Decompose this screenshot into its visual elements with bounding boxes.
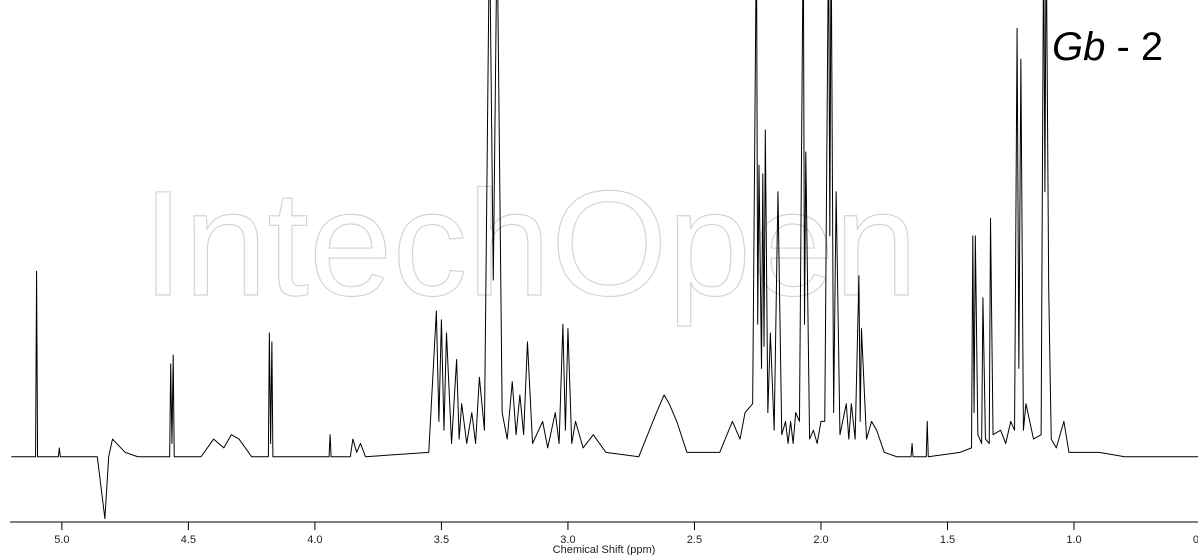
x-tick-label: 2.5 bbox=[687, 534, 702, 546]
x-axis-label: Chemical Shift (ppm) bbox=[553, 544, 656, 555]
x-tick-label: 4.5 bbox=[181, 534, 196, 546]
title-italic: Gb bbox=[1052, 25, 1105, 69]
chart-title: Gb - 2 bbox=[1052, 25, 1163, 69]
x-tick-label: 1.0 bbox=[1066, 534, 1081, 546]
spectrum-line bbox=[11, 0, 1198, 520]
x-tick-label: 2.0 bbox=[813, 534, 828, 546]
x-tick-label: 5.0 bbox=[54, 534, 69, 546]
x-tick-label: 3.0 bbox=[560, 534, 575, 546]
x-tick-label: 3.5 bbox=[434, 534, 449, 546]
title-rest: - 2 bbox=[1105, 25, 1163, 69]
x-tick-label: 0.5 bbox=[1193, 534, 1198, 546]
watermark: IntechOpen bbox=[142, 159, 918, 327]
x-tick-label: 4.0 bbox=[307, 534, 322, 546]
plot-area bbox=[11, 0, 1198, 520]
x-tick-label: 1.5 bbox=[940, 534, 955, 546]
